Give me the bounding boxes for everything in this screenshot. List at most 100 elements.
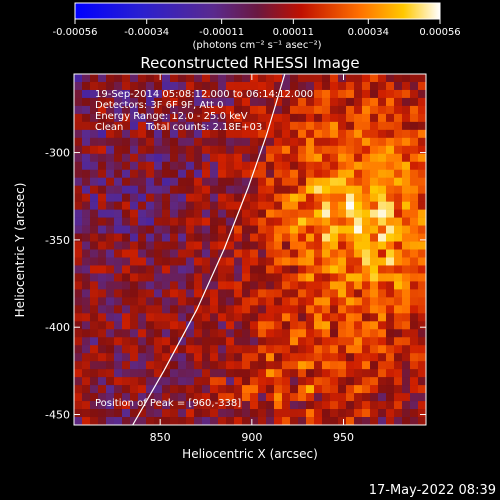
heatmap-cell — [258, 233, 267, 242]
heatmap-cell — [202, 377, 211, 386]
heatmap-cell — [402, 417, 411, 425]
heatmap-cell — [74, 385, 83, 394]
heatmap-cell — [354, 105, 363, 115]
heatmap-cell — [282, 89, 291, 99]
heatmap-cell — [306, 233, 315, 242]
heatmap-cell — [146, 233, 155, 242]
heatmap-cell — [122, 169, 131, 179]
heatmap-cell — [298, 137, 307, 147]
heatmap-cell — [138, 105, 147, 115]
heatmap-cell — [314, 353, 323, 362]
heatmap-cell — [354, 377, 363, 386]
heatmap-cell — [226, 305, 235, 314]
heatmap-cell — [250, 409, 259, 418]
heatmap-cell — [306, 129, 315, 139]
heatmap-cell — [138, 265, 147, 274]
heatmap-cell — [306, 273, 315, 282]
heatmap-cell — [114, 353, 123, 362]
heatmap-cell — [186, 97, 195, 107]
heatmap-cell — [410, 345, 419, 354]
heatmap-cell — [330, 265, 339, 274]
heatmap-cell — [370, 217, 379, 226]
heatmap-cell — [226, 321, 235, 330]
heatmap-cell — [234, 337, 243, 346]
heatmap-cell — [346, 329, 355, 338]
heatmap-cell — [162, 145, 171, 155]
heatmap-cell — [154, 273, 163, 282]
heatmap-cell — [386, 361, 395, 370]
heatmap-cell — [82, 121, 91, 131]
heatmap-cell — [82, 81, 91, 91]
heatmap-cell — [114, 417, 123, 425]
heatmap-cell — [306, 97, 315, 107]
heatmap-cell — [418, 337, 426, 346]
heatmap-cell — [146, 361, 155, 370]
heatmap-cell — [106, 377, 115, 386]
heatmap-cell — [306, 321, 315, 330]
heatmap-cell — [258, 177, 267, 186]
heatmap-cell — [106, 369, 115, 378]
heatmap-cell — [322, 145, 331, 155]
heatmap-cell — [410, 145, 419, 155]
heatmap-cell — [122, 265, 131, 274]
heatmap-cell — [218, 225, 227, 234]
heatmap-cell — [330, 177, 339, 186]
heatmap-cell — [298, 225, 307, 234]
heatmap-cell — [234, 369, 243, 378]
heatmap-cell — [306, 121, 315, 131]
heatmap-cell — [314, 377, 323, 386]
heatmap-cell — [194, 241, 203, 250]
heatmap-cell — [242, 193, 251, 202]
heatmap-cell — [290, 289, 299, 298]
heatmap-cell — [402, 97, 411, 107]
y-tick-label: -450 — [45, 409, 70, 422]
heatmap-cell — [90, 97, 99, 107]
heatmap-cell — [234, 161, 243, 171]
heatmap-cell — [402, 297, 411, 306]
heatmap-cell — [266, 345, 275, 354]
heatmap-cell — [130, 273, 139, 282]
heatmap-cell — [82, 417, 91, 425]
heatmap-cell — [194, 193, 203, 202]
heatmap-cell — [202, 201, 211, 210]
heatmap-cell — [274, 409, 283, 418]
heatmap-cell — [338, 177, 347, 186]
heatmap-cell — [250, 401, 259, 410]
heatmap-cell — [250, 289, 259, 298]
heatmap-cell — [290, 81, 299, 91]
heatmap-cell — [146, 281, 155, 290]
heatmap-cell — [202, 385, 211, 394]
heatmap-cell — [402, 201, 411, 210]
heatmap-cell — [346, 89, 355, 99]
heatmap-cell — [202, 297, 211, 306]
heatmap-cell — [322, 257, 331, 266]
heatmap-cell — [178, 249, 187, 258]
heatmap-cell — [338, 337, 347, 346]
heatmap-cell — [370, 353, 379, 362]
heatmap-cell — [330, 345, 339, 354]
heatmap-cell — [106, 241, 115, 250]
heatmap-cell — [354, 121, 363, 131]
heatmap-cell — [402, 249, 411, 258]
heatmap-cell — [130, 329, 139, 338]
heatmap-cell — [98, 97, 107, 107]
heatmap-cell — [138, 385, 147, 394]
heatmap-cell — [82, 137, 91, 147]
heatmap-cell — [210, 249, 219, 258]
heatmap-cell — [138, 121, 147, 131]
heatmap-cell — [362, 169, 371, 179]
heatmap-cell — [226, 81, 235, 91]
heatmap-cell — [378, 97, 387, 107]
heatmap-cell — [226, 233, 235, 242]
heatmap-cell — [234, 217, 243, 226]
heatmap-cell — [74, 273, 83, 282]
heatmap-cell — [258, 361, 267, 370]
heatmap-cell — [130, 361, 139, 370]
heatmap-cell — [338, 321, 347, 330]
heatmap-cell — [106, 177, 115, 186]
heatmap-cell — [90, 297, 99, 306]
heatmap-cell — [98, 81, 107, 91]
heatmap-cell — [242, 97, 251, 107]
heatmap-cell — [338, 137, 347, 147]
heatmap-cell — [282, 305, 291, 314]
